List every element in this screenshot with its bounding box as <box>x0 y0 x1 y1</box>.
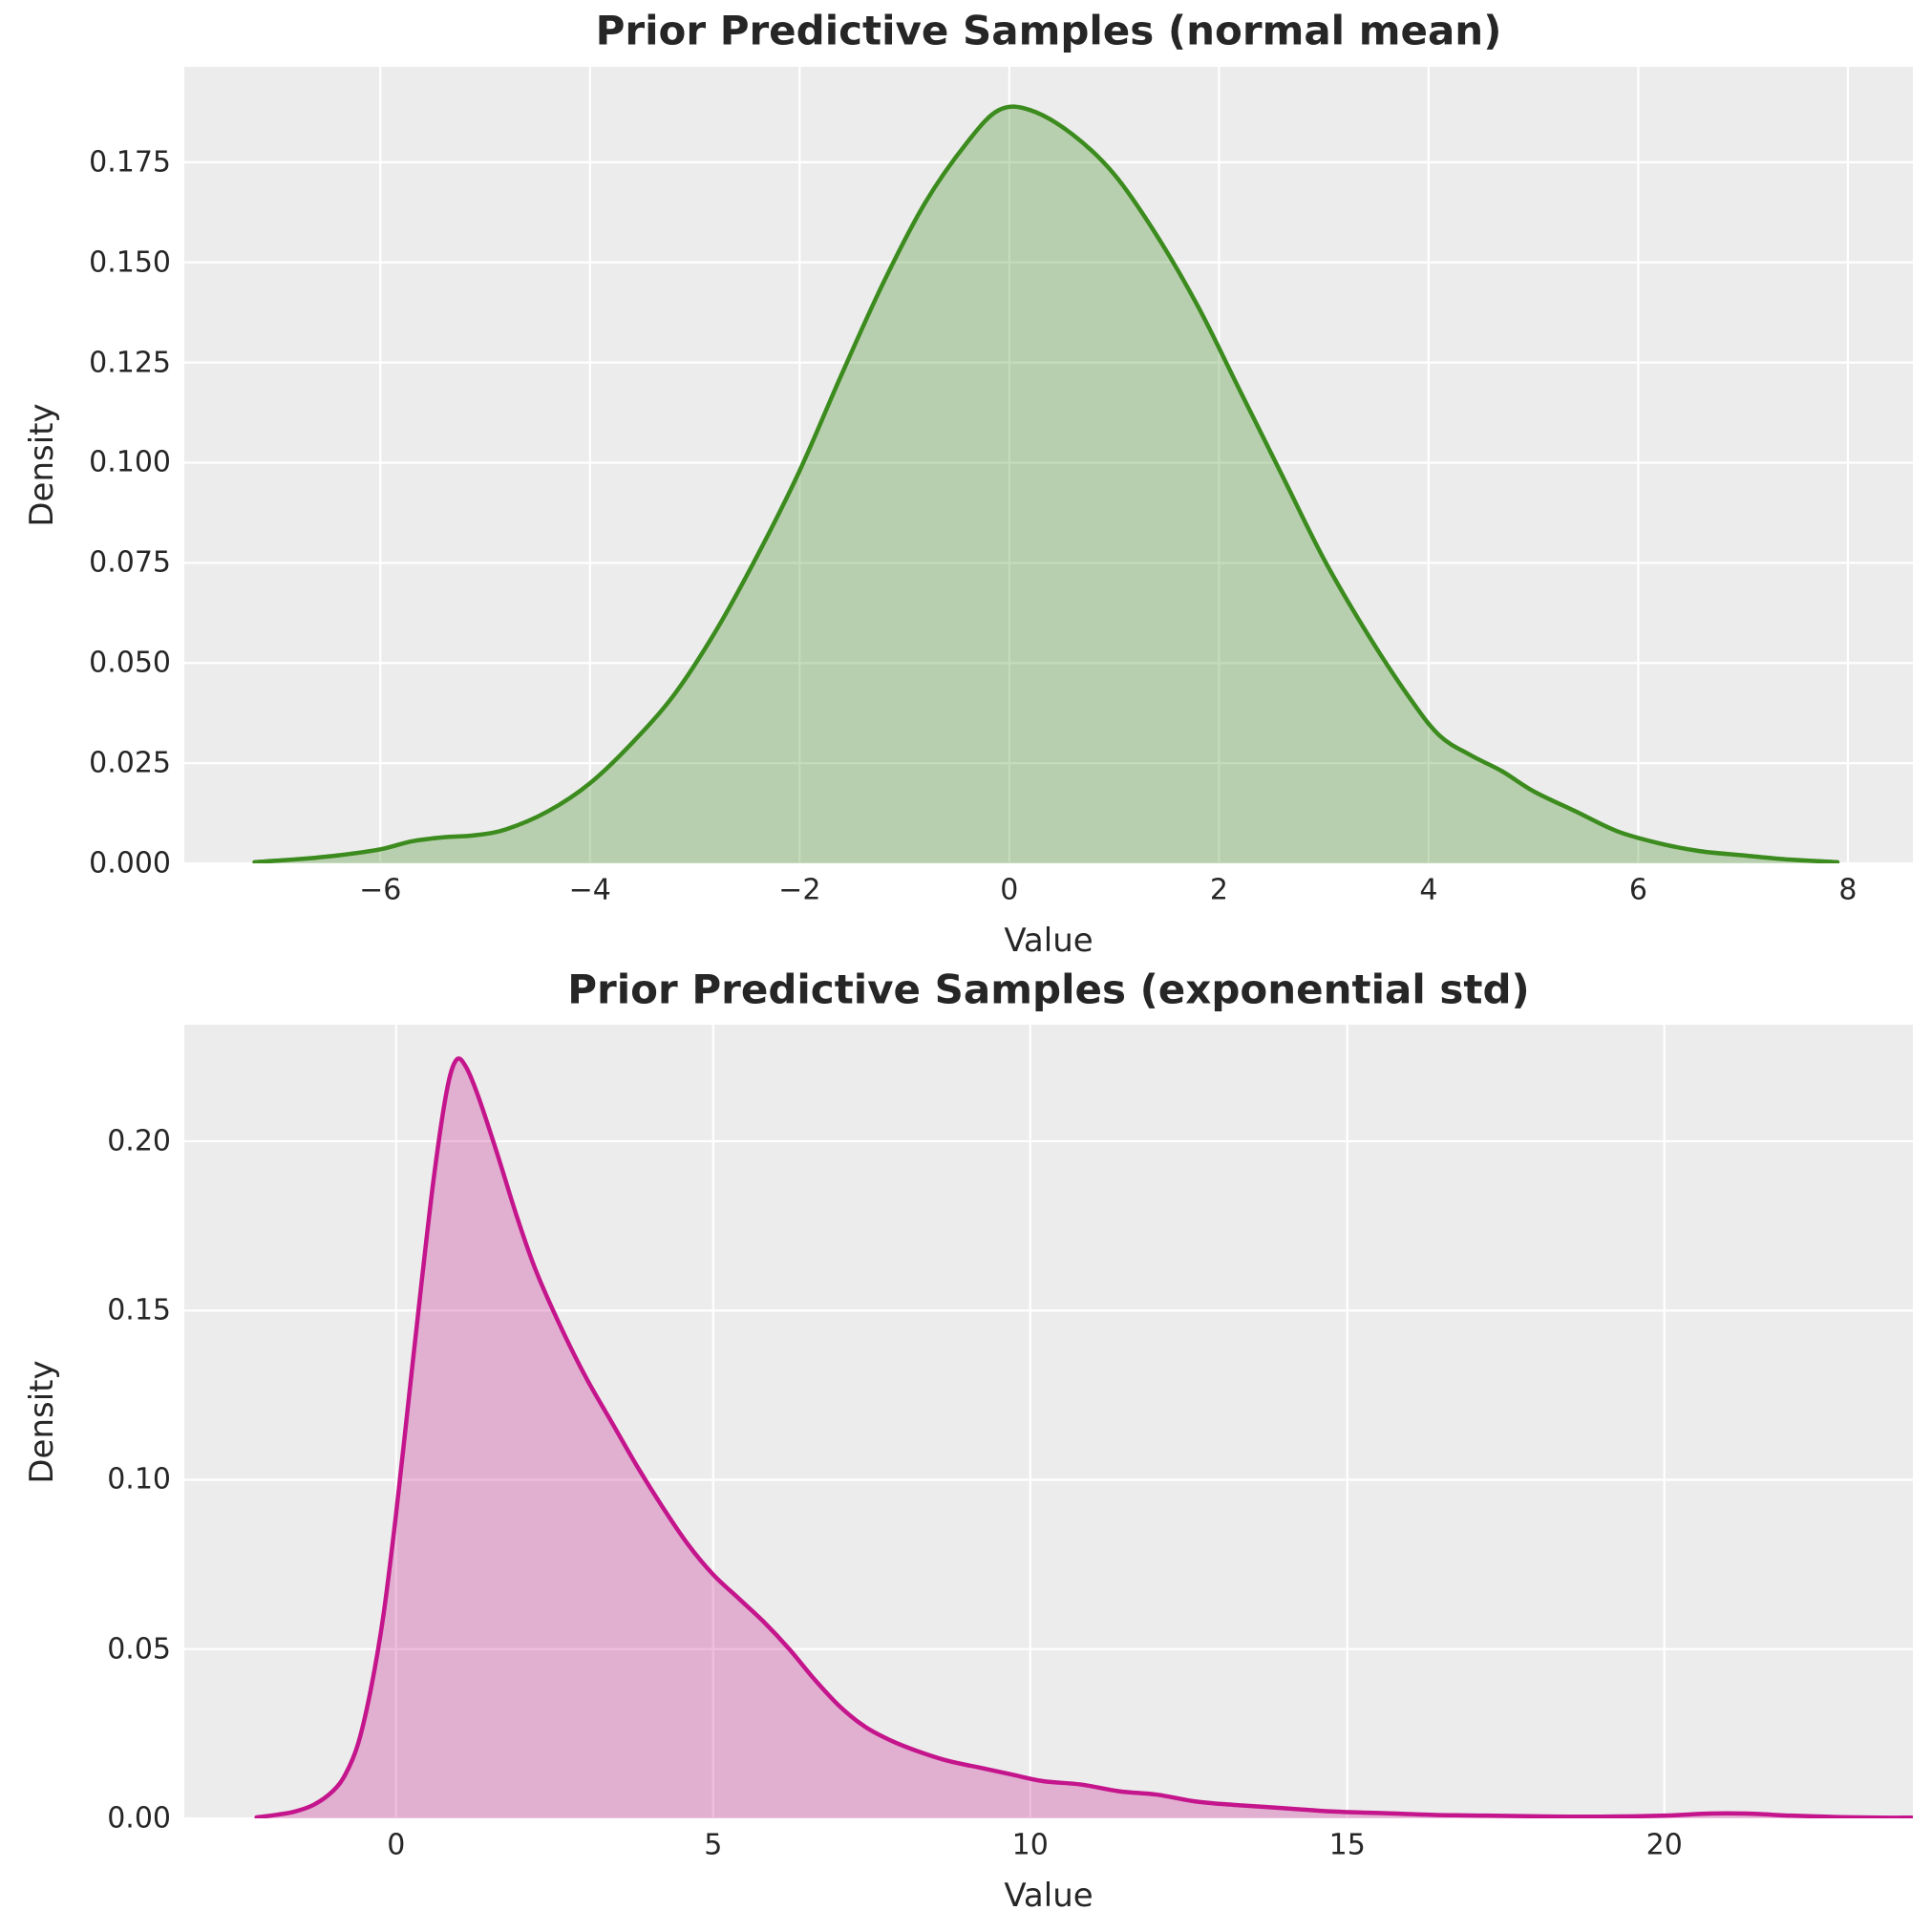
kde-curve <box>254 1056 1913 1818</box>
kde-plot-svg <box>184 67 1913 863</box>
kde-plot-svg <box>184 1025 1913 1818</box>
x-tick-label: 5 <box>704 1828 723 1862</box>
y-tick-label: 0.00 <box>107 1801 171 1836</box>
kde-area-fill <box>254 106 1837 863</box>
y-tick-label: 0.075 <box>89 545 171 580</box>
y-tick-label: 0.15 <box>107 1293 171 1327</box>
x-tick-label: −2 <box>778 873 821 907</box>
plot-area <box>184 67 1913 863</box>
x-tick-label: 4 <box>1419 873 1438 907</box>
x-tick-label: −4 <box>568 873 611 907</box>
y-tick-label: 0.05 <box>107 1632 171 1667</box>
plot-area <box>184 1025 1913 1818</box>
x-axis-label: Value <box>1004 1877 1093 1915</box>
y-tick-label: 0.10 <box>107 1462 171 1497</box>
x-tick-label: 10 <box>1011 1828 1049 1862</box>
y-axis-label: Density <box>23 403 61 527</box>
y-tick-label: 0.100 <box>89 445 171 479</box>
x-tick-label: 8 <box>1838 873 1858 907</box>
kde-curve <box>252 104 1840 863</box>
y-tick-label: 0.175 <box>89 145 171 180</box>
y-tick-label: 0.025 <box>89 746 171 780</box>
y-axis-label: Density <box>23 1360 61 1484</box>
chart-title: Prior Predictive Samples (normal mean) <box>595 7 1502 54</box>
y-tick-label: 0.150 <box>89 245 171 280</box>
x-tick-label: 15 <box>1328 1828 1366 1862</box>
y-tick-label: 0.125 <box>89 346 171 380</box>
y-tick-label: 0.050 <box>89 646 171 680</box>
x-tick-label: −6 <box>359 873 402 907</box>
x-tick-label: 6 <box>1628 873 1647 907</box>
y-tick-label: 0.20 <box>107 1124 171 1158</box>
chart-title: Prior Predictive Samples (exponential st… <box>567 966 1530 1013</box>
x-tick-label: 20 <box>1645 1828 1683 1862</box>
x-tick-label: 2 <box>1209 873 1228 907</box>
kde-area-fill <box>256 1058 1912 1818</box>
x-tick-label: 0 <box>1000 873 1019 907</box>
x-tick-label: 0 <box>387 1828 406 1862</box>
x-axis-label: Value <box>1004 922 1093 960</box>
y-tick-label: 0.000 <box>89 846 171 881</box>
